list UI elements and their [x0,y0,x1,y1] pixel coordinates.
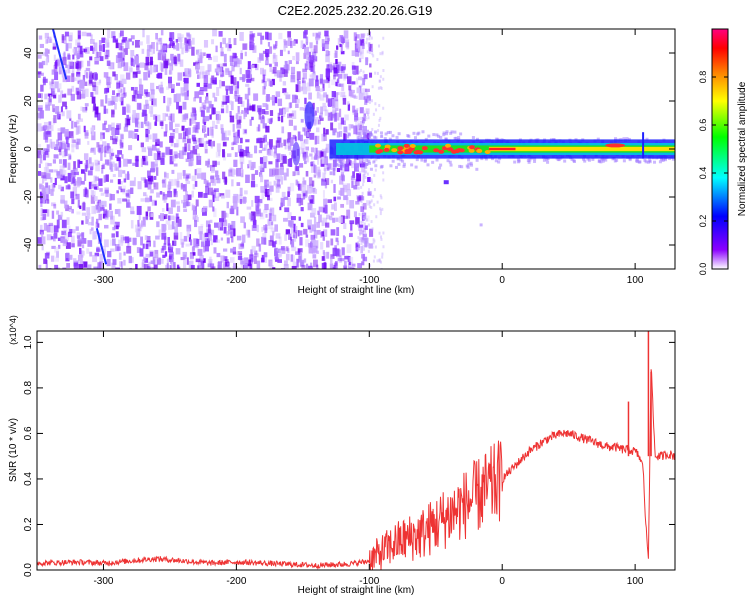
spectrogram-band-peak [488,147,516,151]
spectrogram-noise [37,29,385,269]
snr-xtick-label: 100 [627,576,644,587]
snr-line [37,369,675,570]
figure-title: C2E2.2025.232.20.26.G19 [277,3,433,18]
spectrogram-ytick-label: -20 [23,189,34,204]
colorbar-tick-label: 0.0 [698,263,708,276]
spectrogram-ytick-label: 0 [23,146,34,152]
spectrogram-xtick-label: -300 [93,275,113,286]
spectrogram-xtick-label: -100 [359,275,379,286]
snr-ytick-label: 1.0 [23,335,34,349]
snr-xlabel: Height of straight line (km) [298,585,415,596]
spectrogram-ytick-label: 20 [23,95,34,107]
colorbar: 0.0 0.2 0.4 0.6 0.8 Normalized spectral ampl… [698,28,748,276]
snr-multiplier: (x10^4) [8,315,18,345]
snr-xtick-label: -300 [93,576,113,587]
spectrogram-dot [443,180,449,185]
colorbar-tick-label: 0.2 [698,215,708,228]
snr-panel: -300 -200 -100 0 100 0.0 0.2 0.4 0.6 0.8 1.0 Heig… [8,315,676,596]
snr-ytick-label: 0.6 [23,426,34,440]
spectrogram-xtick-label: 0 [499,275,505,286]
spectrogram-band-peak [605,143,626,148]
snr-ytick-label: 0.2 [23,517,34,531]
spectrogram-signal-band [329,130,675,171]
snr-ylabel: SNR (10 * v/v) [8,418,19,482]
spectrogram-burst [292,141,301,166]
spectrogram-xtick-label: -200 [226,275,246,286]
colorbar-tick-label: 0.4 [698,167,708,180]
colorbar-tick-label: 0.8 [698,71,708,84]
snr-xtick-label: 0 [499,576,505,587]
spectrogram-ytick-label: -40 [23,237,34,252]
colorbar-tick-label: 0.6 [698,119,708,132]
spectrogram-xtick-label: 100 [627,275,644,286]
colorbar-label: Normalized spectral amplitude [737,81,748,216]
spectrogram-xlabel: Height of straight line (km) [298,285,415,296]
spectrogram-ylabel: Frequency (Hz) [8,115,19,184]
spectrogram-streak [51,29,68,80]
spectrogram-band-yellow [488,146,675,152]
snr-ytick-label: 0.8 [23,381,34,395]
snr-ytick-label: 0.0 [23,563,34,577]
spectrogram-burst [304,101,315,130]
spectrogram-ytick-label: 40 [23,47,34,59]
snr-frame [36,330,676,571]
snr-xtick-label: -100 [359,576,379,587]
colorbar-gradient [711,28,729,270]
snr-xtick-label: -200 [226,576,246,587]
spectrogram-dot [479,223,483,227]
spectrogram-streak [95,227,108,265]
snr-ytick-label: 0.4 [23,472,34,486]
